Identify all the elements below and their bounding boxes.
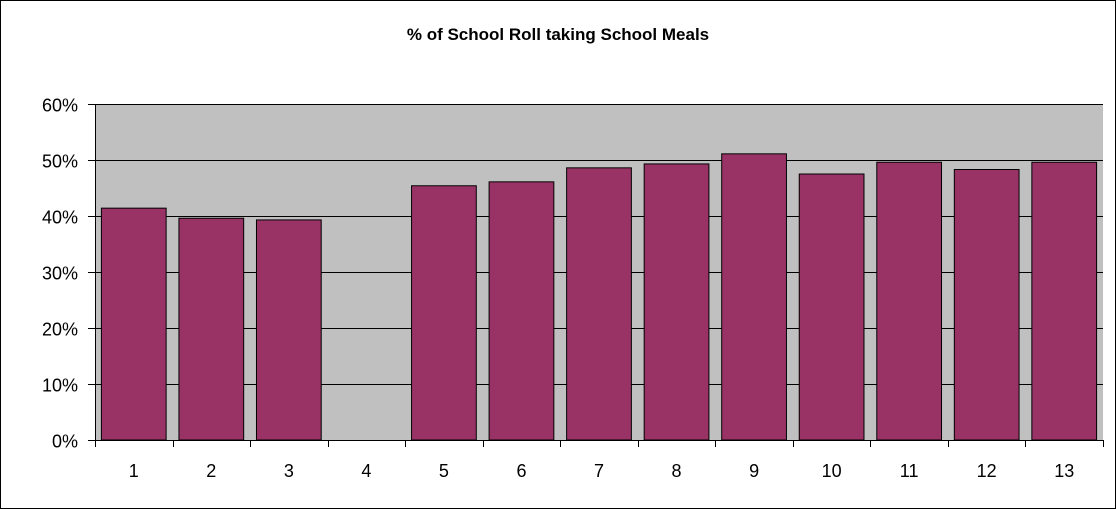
y-tick-label: 20% (42, 320, 78, 340)
bar-2 (178, 217, 245, 441)
x-tick-label: 10 (822, 461, 842, 481)
x-tick-label: 4 (361, 461, 371, 481)
y-tick-label: 60% (42, 96, 78, 116)
x-tick-label: 5 (439, 461, 449, 481)
x-tick-label: 11 (900, 461, 919, 481)
bar-13 (1031, 161, 1098, 441)
x-tick-label: 6 (516, 461, 526, 481)
y-tick-label: 30% (42, 264, 78, 284)
x-tick-label: 12 (977, 461, 997, 481)
bar-1 (100, 207, 167, 441)
y-tick-labels: 0% 10% 20% 30% 40% 50% 60% (42, 96, 78, 452)
bar-3 (255, 219, 322, 441)
y-tick-label: 0% (52, 432, 78, 452)
x-tick-label: 1 (129, 461, 139, 481)
x-tick-label: 8 (672, 461, 682, 481)
y-tick-label: 10% (42, 376, 78, 396)
bar-10 (798, 173, 865, 441)
bar-12 (953, 169, 1020, 441)
y-tick-label: 50% (42, 152, 78, 172)
x-tick-labels: 1 2 3 4 5 6 7 8 9 10 11 12 13 (129, 461, 1074, 481)
bars (100, 153, 1098, 441)
axes (88, 104, 1104, 447)
x-tick-label: 7 (594, 461, 604, 481)
bar-11 (876, 161, 943, 441)
x-tick-label: 9 (749, 461, 759, 481)
bar-5 (411, 185, 477, 441)
bar-7 (566, 167, 632, 441)
x-tick-label: 2 (206, 461, 216, 481)
bar-6 (488, 181, 555, 441)
bar-8 (643, 163, 710, 441)
bar-9 (721, 153, 787, 441)
y-tick-label: 40% (42, 208, 78, 228)
x-tick-label: 3 (284, 461, 294, 481)
x-tick-label: 13 (1054, 461, 1074, 481)
chart-title: % of School Roll taking School Meals (406, 25, 710, 44)
